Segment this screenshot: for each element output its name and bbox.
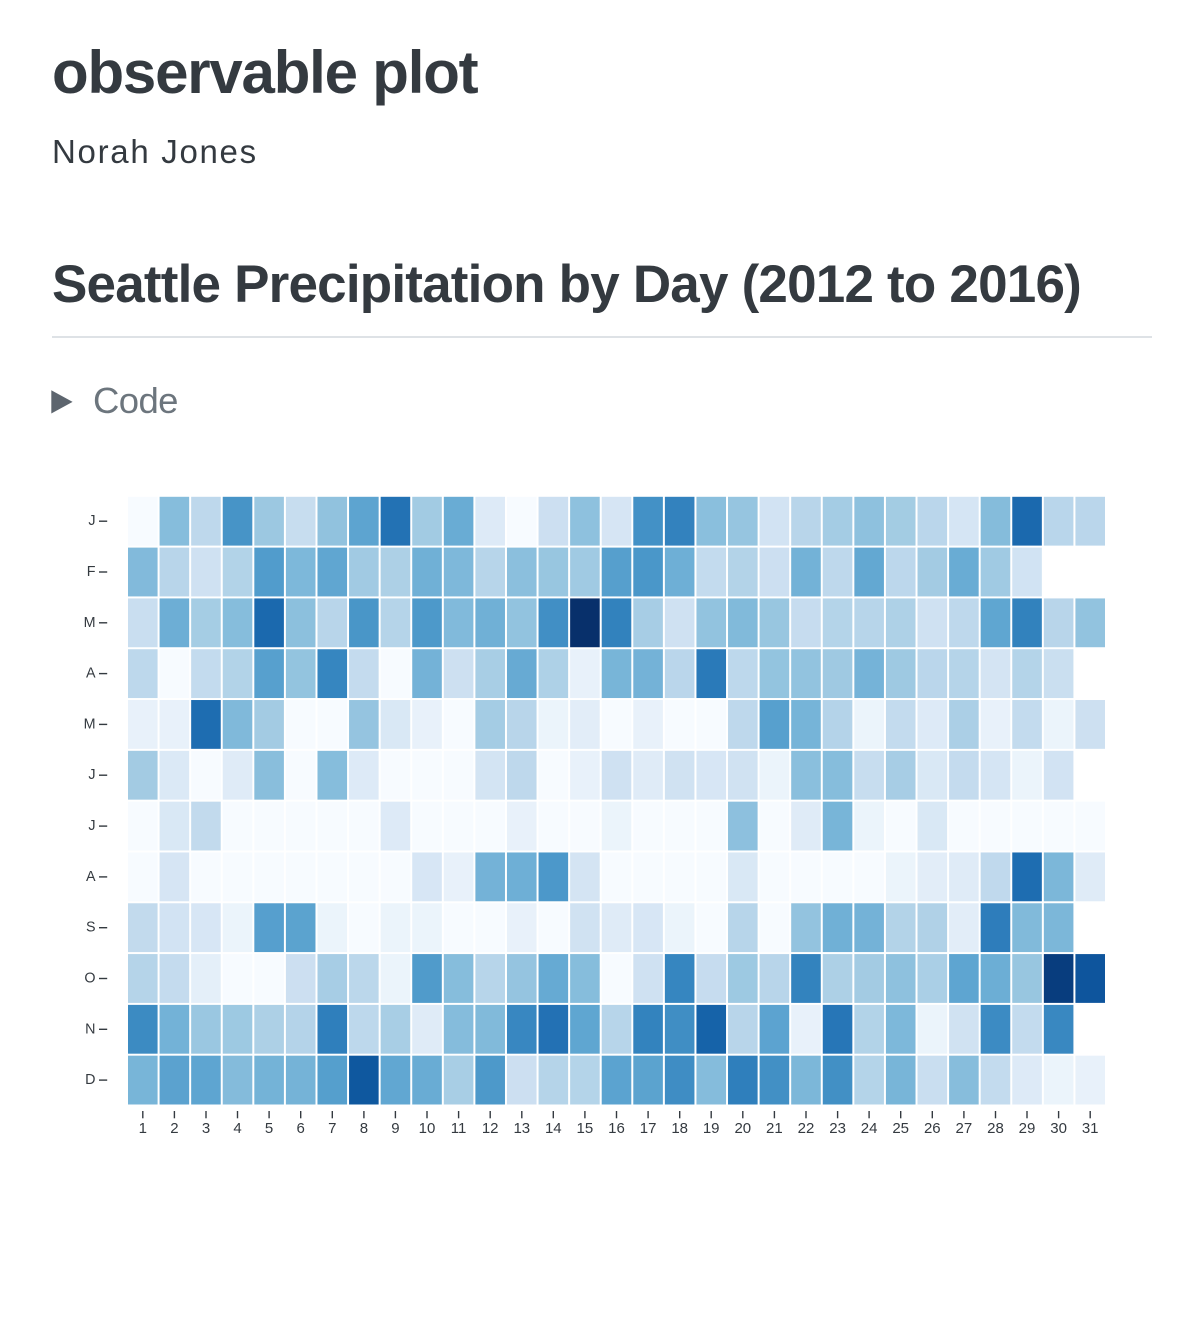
svg-text:3: 3: [202, 1120, 210, 1137]
svg-text:9: 9: [391, 1120, 399, 1137]
svg-text:13: 13: [513, 1120, 530, 1137]
svg-text:4: 4: [233, 1120, 241, 1137]
svg-text:1: 1: [139, 1120, 147, 1137]
svg-text:18: 18: [671, 1120, 688, 1137]
svg-text:20: 20: [734, 1120, 751, 1137]
svg-text:M: M: [84, 716, 96, 732]
svg-text:23: 23: [829, 1120, 846, 1137]
svg-text:12: 12: [482, 1120, 499, 1137]
svg-text:17: 17: [640, 1120, 657, 1137]
svg-text:S: S: [86, 920, 96, 936]
svg-text:25: 25: [892, 1120, 909, 1137]
svg-text:A: A: [86, 869, 96, 885]
svg-text:19: 19: [703, 1120, 720, 1137]
svg-text:5: 5: [265, 1120, 273, 1137]
svg-text:29: 29: [1019, 1120, 1036, 1137]
svg-text:28: 28: [987, 1120, 1004, 1137]
svg-text:27: 27: [956, 1120, 973, 1137]
svg-text:N: N: [85, 1021, 95, 1037]
svg-text:J: J: [88, 767, 95, 783]
svg-text:A: A: [86, 666, 96, 682]
svg-text:M: M: [84, 615, 96, 631]
svg-text:8: 8: [360, 1120, 368, 1137]
svg-text:21: 21: [766, 1120, 783, 1137]
svg-text:O: O: [84, 971, 95, 987]
svg-text:10: 10: [419, 1120, 436, 1137]
svg-text:16: 16: [608, 1120, 625, 1137]
svg-text:14: 14: [545, 1120, 562, 1137]
svg-text:J: J: [88, 818, 95, 834]
svg-text:D: D: [85, 1072, 95, 1088]
svg-text:22: 22: [798, 1120, 815, 1137]
svg-text:7: 7: [328, 1120, 336, 1137]
svg-text:6: 6: [297, 1120, 305, 1137]
svg-text:2: 2: [170, 1120, 178, 1137]
svg-text:11: 11: [451, 1120, 467, 1137]
svg-text:F: F: [87, 564, 96, 580]
svg-text:15: 15: [577, 1120, 594, 1137]
svg-text:30: 30: [1050, 1120, 1067, 1137]
svg-text:24: 24: [861, 1120, 878, 1137]
svg-text:26: 26: [924, 1120, 941, 1137]
svg-text:J: J: [88, 513, 95, 529]
svg-text:31: 31: [1082, 1120, 1099, 1137]
